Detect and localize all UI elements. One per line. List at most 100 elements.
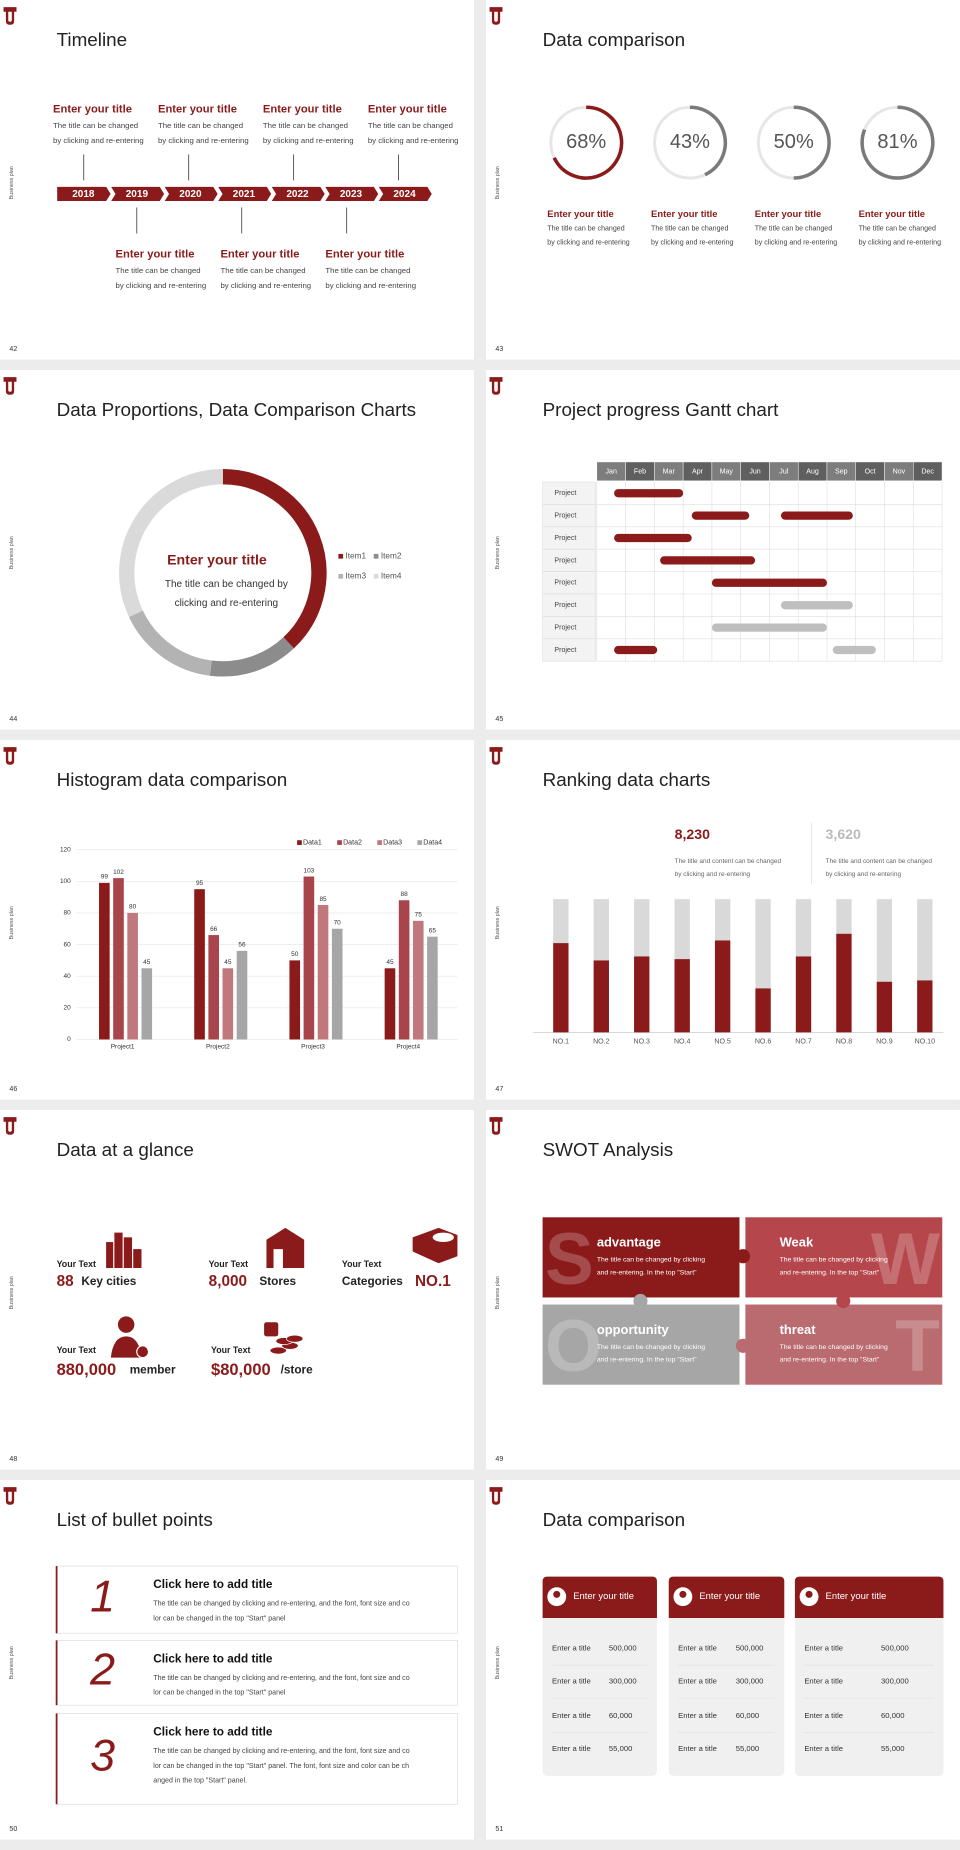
icon-person-body xyxy=(110,1336,142,1358)
item-text: by clicking and re-entering xyxy=(158,136,249,145)
bar-value-label: 103 xyxy=(303,867,314,874)
x-tick-label: Project2 xyxy=(206,1043,230,1050)
legend-label: Data3 xyxy=(383,839,402,846)
month-label: Jul xyxy=(779,468,788,475)
item-text: The title can be changed xyxy=(220,266,305,275)
item-text: by clicking and re-entering xyxy=(263,136,354,145)
item-number: 880,000 xyxy=(57,1361,117,1379)
puzzle-knob xyxy=(735,1249,751,1264)
swot-text: The title can be changed by clicking xyxy=(780,1257,888,1264)
page-number: 50 xyxy=(9,1826,17,1833)
bar xyxy=(127,912,138,1040)
month-label: Jan xyxy=(606,468,617,475)
legend-swatch xyxy=(338,553,344,559)
month-label: Nov xyxy=(893,468,906,475)
legend-swatch xyxy=(338,573,344,579)
side-label: Business plan xyxy=(495,1276,501,1309)
item-text: The title can be changed xyxy=(263,121,348,130)
month-label: Dec xyxy=(921,468,934,475)
item-number: NO.1 xyxy=(415,1273,451,1290)
bar-value-label: 66 xyxy=(210,926,218,933)
item-number: $80,000 xyxy=(211,1361,271,1379)
month-label: Feb xyxy=(634,468,646,475)
logo xyxy=(489,377,503,395)
slide-title: Data at a glance xyxy=(57,1139,194,1160)
month-label: Oct xyxy=(865,468,876,475)
year-label: 2020 xyxy=(179,189,202,200)
item-title: Enter your title xyxy=(263,104,342,116)
y-tick-label: 100 xyxy=(60,878,71,885)
bullet-title: Click here to add title xyxy=(153,1725,273,1738)
bullet-title: Click here to add title xyxy=(153,1578,273,1591)
bar xyxy=(917,980,933,1033)
swot-text: The title can be changed by clicking xyxy=(597,1257,705,1264)
x-tick-label: NO.8 xyxy=(836,1039,853,1046)
ring-label: 43% xyxy=(670,131,710,153)
side-label: Business plan xyxy=(9,166,15,199)
item-text: The title can be changed xyxy=(547,226,624,233)
center-text: clicking and re-entering xyxy=(175,598,279,609)
month-label: Apr xyxy=(692,468,704,475)
card-header xyxy=(542,1576,657,1618)
legend-swatch xyxy=(297,840,302,845)
slide: Business plan 43 Data comparison 68% 43% 50% 8… xyxy=(486,0,960,360)
row-label: Enter a title xyxy=(804,1744,843,1753)
item-title: Enter your title xyxy=(116,249,195,261)
slide-title: SWOT Analysis xyxy=(543,1139,674,1160)
x-tick-label: NO.3 xyxy=(634,1039,651,1046)
slide: Business plan 49 SWOT Analysis S advantage Th… xyxy=(486,1110,960,1470)
item-label: Your Text xyxy=(342,1259,381,1269)
bar xyxy=(317,905,329,1040)
year-label: 2023 xyxy=(340,189,363,200)
legend-label: Item3 xyxy=(345,571,366,580)
gantt-bar xyxy=(614,645,658,655)
x-tick-label: NO.2 xyxy=(593,1039,610,1046)
puzzle-knob xyxy=(633,1293,648,1309)
row-value: 500,000 xyxy=(881,1644,909,1653)
row-label: Project xyxy=(554,490,576,497)
bullet-text: The title can be changed by clicking and… xyxy=(153,1675,409,1682)
ring-arc xyxy=(552,105,624,180)
item-text: by clicking and re-entering xyxy=(116,281,207,290)
item-title: Enter your title xyxy=(53,104,132,116)
slide-background xyxy=(486,0,960,360)
logo xyxy=(3,377,17,395)
swot-letter: W xyxy=(871,1219,940,1300)
item-unit: member xyxy=(130,1364,176,1377)
icon-yen xyxy=(264,1322,279,1337)
bar-value-label: 45 xyxy=(143,959,151,966)
ring-arc xyxy=(793,105,831,180)
slide: Business plan 45 Project progress Gantt ch… xyxy=(486,370,960,730)
row-label: Project xyxy=(554,535,576,542)
legend-swatch xyxy=(373,573,379,579)
row-label: Project xyxy=(554,647,576,654)
item-title: Enter your title xyxy=(220,249,299,261)
logo xyxy=(489,7,503,25)
bar xyxy=(427,936,438,1040)
row-value: 500,000 xyxy=(736,1644,764,1653)
row-label: Enter a title xyxy=(678,1644,717,1653)
year-segment xyxy=(269,185,327,203)
side-label: Business plan xyxy=(9,1646,15,1679)
bullet-number: 1 xyxy=(90,1571,115,1621)
row-label: Enter a title xyxy=(552,1711,591,1720)
ring-label: 50% xyxy=(774,131,814,153)
row-label: Enter a title xyxy=(678,1711,717,1720)
swot-title: opportunity xyxy=(597,1322,670,1337)
logo xyxy=(3,7,17,25)
row-value: 60,000 xyxy=(881,1711,904,1720)
icon-building xyxy=(123,1237,133,1268)
item-label: Your Text xyxy=(57,1345,96,1355)
item-text: The title can be changed xyxy=(116,266,201,275)
legend-swatch xyxy=(377,840,382,845)
item-title: Enter your title xyxy=(547,208,614,219)
item-unit: Key cities xyxy=(81,1275,136,1288)
bar xyxy=(99,882,110,1040)
bar xyxy=(593,960,609,1033)
year-segment xyxy=(376,185,434,203)
swot-text: and re-entering. In the top "Start" xyxy=(597,1357,697,1364)
card-title: Enter your title xyxy=(826,1590,887,1601)
side-label: Business plan xyxy=(9,1276,15,1309)
swot-block xyxy=(542,1217,740,1298)
item-title: Enter your title xyxy=(755,208,822,219)
